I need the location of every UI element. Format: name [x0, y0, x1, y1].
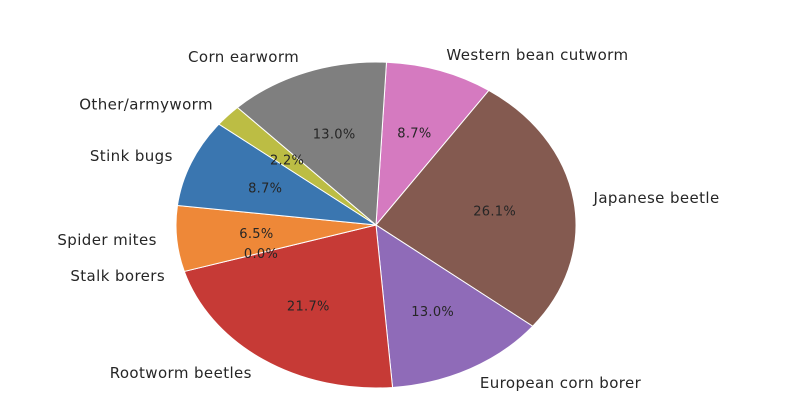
category-label-stink-bugs: Stink bugs: [90, 147, 173, 165]
category-label-spider-mites: Spider mites: [57, 231, 156, 249]
percent-labels: 8.7% 26.1% 13.0% 21.7% 0.0% 6.5% 8.7% 2.2% 13.0%: [239, 126, 516, 320]
percent-label-stink-bugs: 8.7%: [248, 182, 282, 197]
percent-label-western-bean-cutworm: 8.7%: [397, 126, 431, 141]
pie-slice-european-corn-borer: [375, 224, 534, 388]
pie-slice-japanese-beetle: [375, 89, 577, 327]
category-labels: Western bean cutworm Japanese beetle Europ…: [57, 46, 719, 392]
category-label-european-corn-borer: European corn borer: [480, 374, 642, 392]
pie-slice-western-bean-cutworm: [375, 61, 490, 227]
percent-label-european-corn-borer: 13.0%: [411, 305, 454, 320]
category-label-corn-earworm: Corn earworm: [188, 48, 299, 66]
percent-label-other-armyworm: 2.2%: [270, 153, 304, 168]
pie-slice-rootworm-beetles: [183, 224, 394, 389]
pie-slices: [175, 61, 577, 389]
pie-slice-corn-earworm: [236, 61, 388, 227]
pie-slice-stink-bugs: [176, 123, 377, 226]
percent-label-stalk-borers: 0.0%: [244, 247, 278, 262]
category-label-japanese-beetle: Japanese beetle: [593, 189, 720, 207]
percent-label-rootworm-beetles: 21.7%: [287, 300, 330, 315]
percent-label-corn-earworm: 13.0%: [313, 127, 356, 142]
percent-label-japanese-beetle: 26.1%: [473, 204, 516, 219]
percent-label-spider-mites: 6.5%: [239, 227, 273, 242]
category-label-rootworm-beetles: Rootworm beetles: [110, 364, 252, 382]
category-label-western-bean-cutworm: Western bean cutworm: [446, 46, 628, 64]
category-label-other-armyworm: Other/armyworm: [79, 96, 213, 114]
category-label-stalk-borers: Stalk borers: [70, 267, 165, 285]
